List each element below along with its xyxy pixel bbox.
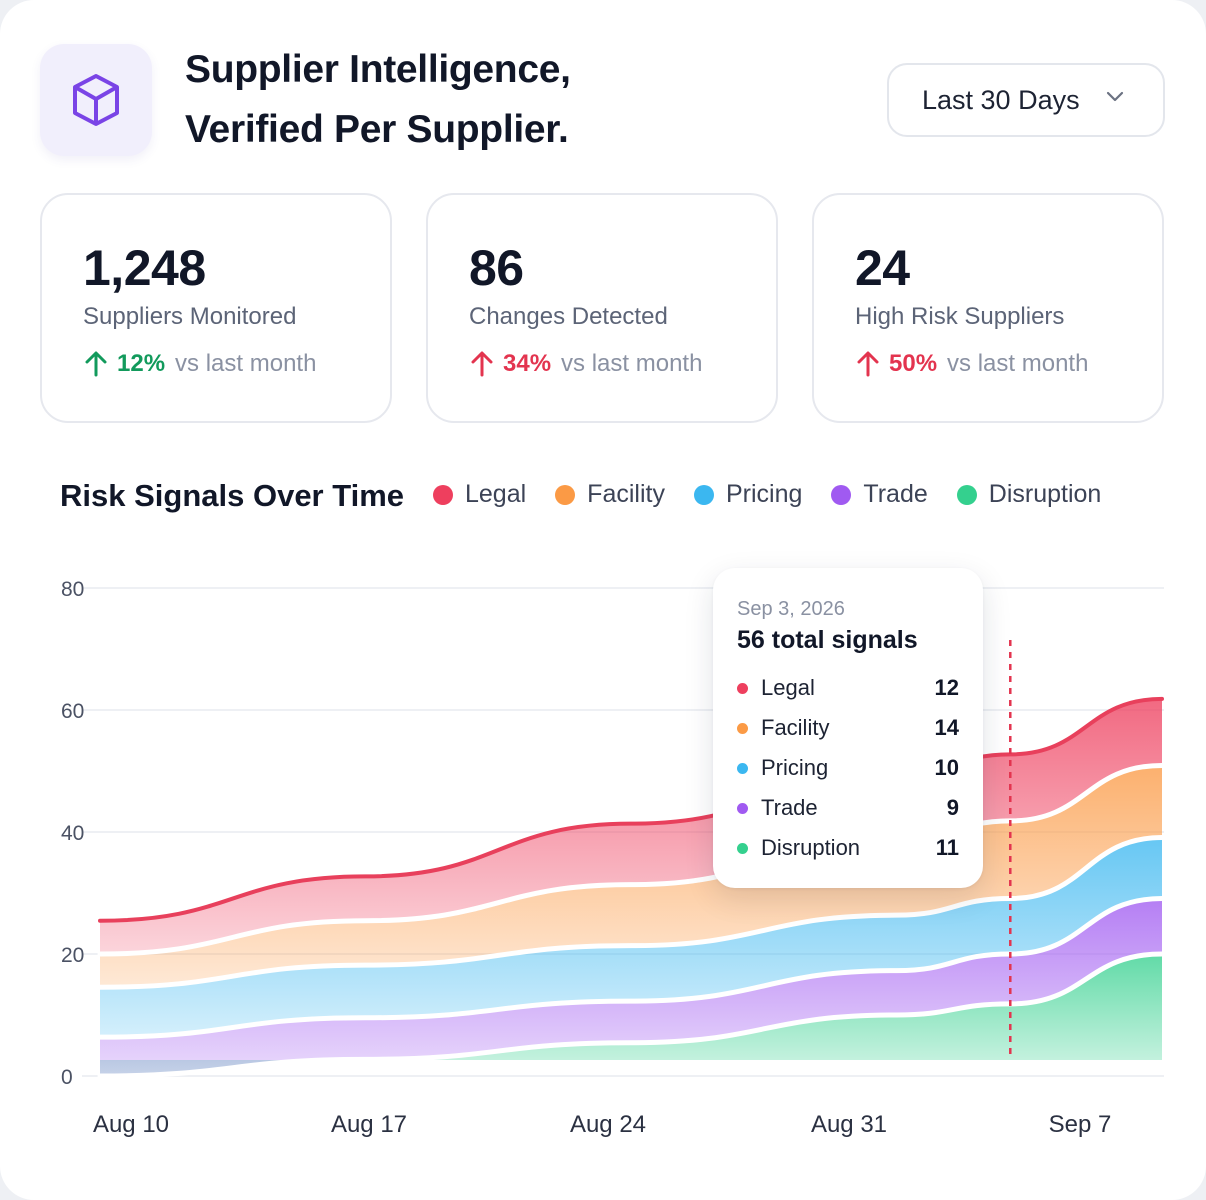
- tooltip-series-value: 14: [934, 715, 959, 740]
- legend-dot: [433, 484, 453, 505]
- y-tick-label: 80: [61, 578, 84, 601]
- legend-dot: [956, 484, 977, 505]
- chart-legend: Legal Facility Pricing Trade Disruption: [433, 480, 1130, 509]
- y-tick-label: 0: [61, 1066, 73, 1089]
- date-range-value: Last 30 Days: [922, 84, 1080, 115]
- x-tick-label: Aug 31: [811, 1111, 887, 1138]
- x-tick-label: Aug 17: [331, 1111, 407, 1138]
- area-band-pricing: [100, 837, 1162, 1038]
- legend-dot: [555, 484, 576, 505]
- legend-label: Trade: [863, 480, 928, 508]
- tooltip-row-pricing: Pricing 10: [737, 753, 959, 783]
- tooltip-row-disruption: Disruption 11: [737, 833, 959, 863]
- stat-delta-caption: vs last month: [947, 350, 1089, 377]
- stat-label: Suppliers Monitored: [83, 303, 297, 330]
- date-range-select[interactable]: Last 30 Days: [887, 63, 1165, 137]
- tooltip-row-trade: Trade 9: [737, 793, 959, 823]
- legend-dot: [831, 484, 852, 505]
- page-title-line-2: Verified Per Supplier.: [185, 108, 569, 151]
- tooltip-series-name: Pricing: [761, 755, 829, 780]
- chevron-down-icon: [1106, 91, 1124, 102]
- legend-dot: [693, 484, 714, 505]
- area-band-facility: [100, 765, 1162, 988]
- arrow-up-icon: [471, 351, 493, 377]
- band-separator: [97, 835, 1165, 990]
- stat-value: 86: [469, 240, 524, 296]
- page-title-line-1: Supplier Intelligence,: [185, 48, 571, 91]
- stat-delta-percent: 12%: [117, 350, 166, 377]
- legend-item-trade[interactable]: Trade: [831, 480, 928, 509]
- stat-card-changes-detected: 86 Changes Detected 34% vs last month: [426, 193, 778, 423]
- x-tick-label: Sep 7: [1049, 1111, 1112, 1138]
- tooltip-dot: [737, 682, 748, 694]
- chart-title: Risk Signals Over Time: [60, 478, 405, 513]
- tooltip-series-value: 11: [935, 835, 959, 860]
- stat-card-suppliers-monitored: 1,248 Suppliers Monitored 12% vs last mo…: [40, 193, 392, 423]
- legend-label: Disruption: [988, 480, 1102, 508]
- tooltip-row-facility: Facility 14: [737, 713, 959, 743]
- stat-delta-caption: vs last month: [561, 350, 703, 377]
- stat-label: Changes Detected: [469, 303, 668, 330]
- y-tick-label: 20: [61, 944, 84, 967]
- area-band-disruption: [100, 954, 1162, 1076]
- tooltip-series-value: 10: [934, 755, 959, 780]
- cube-icon: [73, 74, 119, 126]
- y-tick-label: 40: [61, 822, 84, 845]
- legend-item-pricing[interactable]: Pricing: [693, 480, 803, 509]
- stat-delta-caption: vs last month: [175, 350, 317, 377]
- tooltip-dot: [737, 802, 748, 814]
- x-tick-label: Aug 24: [570, 1111, 646, 1138]
- total-line: [98, 696, 1164, 923]
- legend-item-disruption[interactable]: Disruption: [956, 480, 1102, 509]
- tooltip-series-value: 9: [946, 795, 959, 820]
- tooltip-dot: [737, 722, 748, 734]
- stat-card-high-risk-suppliers: 24 High Risk Suppliers 50% vs last month: [812, 193, 1164, 423]
- area-band-legal: [100, 698, 1162, 954]
- legend-label: Facility: [587, 480, 665, 508]
- stat-value: 24: [855, 240, 910, 296]
- tooltip-series-name: Trade: [761, 795, 818, 820]
- tooltip-row-legal: Legal 12: [737, 673, 959, 703]
- tooltip-dot: [737, 842, 748, 854]
- legend-item-legal[interactable]: Legal: [433, 480, 526, 509]
- legend-label: Legal: [465, 480, 527, 508]
- legend-label: Pricing: [725, 480, 803, 508]
- band-separator: [97, 896, 1165, 1040]
- stat-delta: 12% vs last month: [83, 350, 316, 378]
- tooltip-total: 56 total signals: [737, 626, 918, 654]
- x-tick-label: Aug 10: [93, 1111, 169, 1138]
- stat-delta-percent: 50%: [889, 350, 938, 377]
- legend-item-facility[interactable]: Facility: [555, 480, 665, 509]
- logo-tile: [40, 44, 152, 156]
- band-separator: [97, 762, 1165, 957]
- y-tick-label: 60: [61, 700, 84, 723]
- tooltip-series-name: Facility: [761, 715, 830, 740]
- tooltip-series-value: 12: [934, 675, 959, 700]
- stat-delta-percent: 34%: [503, 350, 552, 377]
- page-title: Supplier Intelligence, Verified Per Supp…: [185, 40, 745, 160]
- arrow-up-icon: [85, 351, 107, 377]
- tooltip-series-name: Disruption: [761, 835, 861, 860]
- stat-value: 1,248: [83, 240, 206, 296]
- area-band-trade: [100, 898, 1162, 1076]
- stat-delta: 34% vs last month: [469, 350, 702, 378]
- tooltip-series-name: Legal: [761, 675, 815, 700]
- arrow-up-icon: [857, 351, 879, 377]
- tooltip-date: Sep 3, 2026: [737, 598, 845, 620]
- band-separator: [97, 951, 1165, 1079]
- chart-tooltip: Sep 3, 2026 56 total signals Legal 12 Fa…: [713, 568, 983, 888]
- stat-label: High Risk Suppliers: [855, 303, 1065, 330]
- stat-delta: 50% vs last month: [855, 350, 1088, 378]
- tooltip-dot: [737, 762, 748, 774]
